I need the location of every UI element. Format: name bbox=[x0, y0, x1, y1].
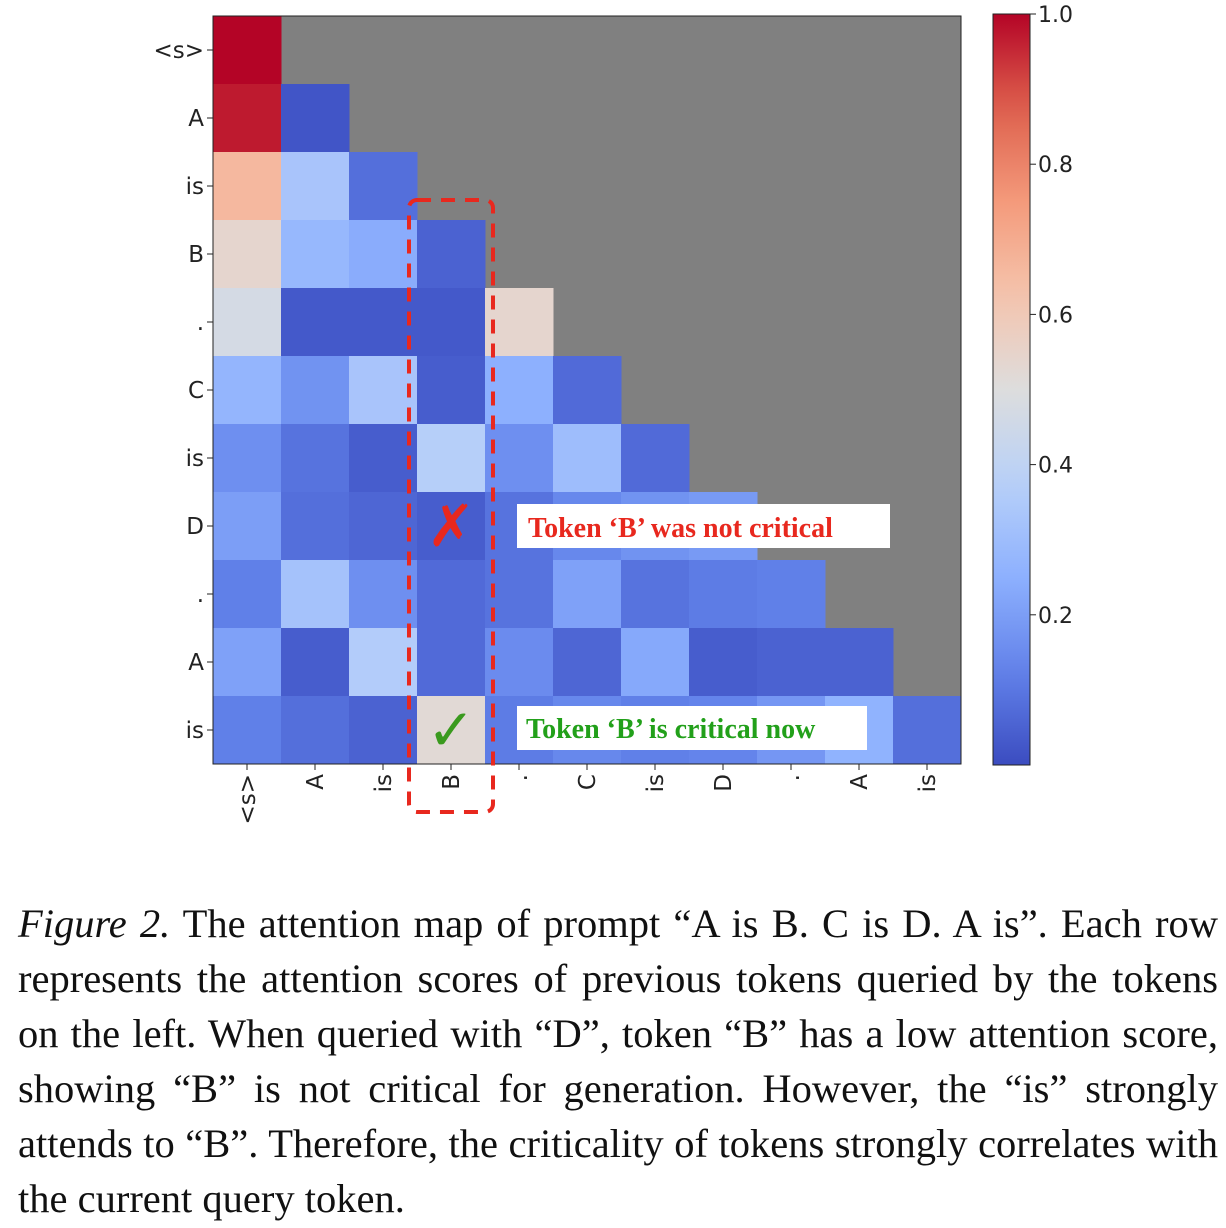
heatmap-cell-r6-c2 bbox=[349, 424, 418, 493]
x-tick-label: is bbox=[371, 774, 397, 792]
y-tick-label: . bbox=[197, 582, 204, 608]
heatmap-cell-r3-c2 bbox=[349, 220, 418, 289]
heatmap-cell-r9-c3 bbox=[417, 628, 486, 697]
caption-label: Figure 2. bbox=[18, 901, 171, 946]
critical-label: Token ‘B’ is critical now bbox=[526, 714, 816, 745]
heatmap-cell-r3-c3 bbox=[417, 220, 486, 289]
x-tick-label: is bbox=[643, 774, 669, 792]
critical-label-box bbox=[517, 706, 867, 750]
heatmap-cell-r5-c2 bbox=[349, 356, 418, 425]
y-tick-label: A bbox=[188, 106, 204, 132]
y-tick-label: C bbox=[188, 378, 204, 404]
y-tick-label: is bbox=[186, 174, 204, 200]
caption-text: The attention map of prompt “A is B. C i… bbox=[18, 901, 1218, 1221]
heatmap-cell-r7-c1 bbox=[281, 492, 350, 561]
heatmap-cell-r9-c4 bbox=[485, 628, 554, 697]
y-tick-label: . bbox=[197, 310, 204, 336]
colorbar-tick-label: 0.6 bbox=[1038, 303, 1073, 328]
heatmap-cell-r9-c8 bbox=[757, 628, 826, 697]
heatmap-cell-r8-c2 bbox=[349, 560, 418, 629]
heatmap-cell-r8-c8 bbox=[757, 560, 826, 629]
x-tick-label: . bbox=[779, 774, 805, 781]
heatmap-cell-r9-c5 bbox=[553, 628, 622, 697]
heatmap-cell-r9-c7 bbox=[689, 628, 758, 697]
colorbar-tick-label: 1.0 bbox=[1038, 3, 1073, 28]
colorbar-tick-label: 0.4 bbox=[1038, 454, 1073, 479]
heatmap-cell-r10-c1 bbox=[281, 696, 350, 765]
heatmap-cell-r7-c3 bbox=[417, 492, 486, 561]
heatmap-cell-r5-c3 bbox=[417, 356, 486, 425]
heatmap-cell-r5-c5 bbox=[553, 356, 622, 425]
heatmap-cell-r5-c4 bbox=[485, 356, 554, 425]
y-tick-label: is bbox=[186, 446, 204, 472]
colorbar-tick-label: 0.2 bbox=[1038, 604, 1073, 629]
y-tick-label: A bbox=[188, 650, 204, 676]
y-tick-label: is bbox=[186, 718, 204, 744]
y-tick-label: B bbox=[188, 242, 204, 268]
heatmap-cell-r8-c7 bbox=[689, 560, 758, 629]
heatmap-cell-r1-c0 bbox=[213, 84, 282, 153]
heatmap-cell-r6-c5 bbox=[553, 424, 622, 493]
colorbar-tick-label: 0.8 bbox=[1038, 153, 1073, 178]
heatmap-cell-r10-c0 bbox=[213, 696, 282, 765]
heatmap-cell-r10-c10 bbox=[893, 696, 962, 765]
x-tick-label: . bbox=[507, 774, 533, 781]
not-critical-label: Token ‘B’ was not critical bbox=[528, 513, 833, 544]
heatmap-cell-r9-c2 bbox=[349, 628, 418, 697]
heatmap-cell-r6-c6 bbox=[621, 424, 690, 493]
highlight-column-box bbox=[407, 198, 495, 814]
heatmap-cell-r4-c3 bbox=[417, 288, 486, 357]
colorbar bbox=[992, 13, 1031, 766]
heatmap-cell-r2-c2 bbox=[349, 152, 418, 221]
heatmap-cell-r10-c2 bbox=[349, 696, 418, 765]
y-tick-label: D bbox=[186, 514, 204, 540]
x-tick-label: A bbox=[303, 774, 329, 790]
x-tick-label: <s> bbox=[235, 774, 261, 825]
heatmap-cell-r9-c9 bbox=[825, 628, 894, 697]
x-tick-label: C bbox=[575, 774, 601, 790]
heatmap-cell-r8-c6 bbox=[621, 560, 690, 629]
heatmap-cell-r8-c4 bbox=[485, 560, 554, 629]
figure-caption: Figure 2. The attention map of prompt “A… bbox=[18, 896, 1218, 1226]
heatmap-cell-r4-c4 bbox=[485, 288, 554, 357]
check-icon: ✓ bbox=[427, 696, 476, 764]
heatmap-cell-r8-c5 bbox=[553, 560, 622, 629]
y-tick-label: <s> bbox=[153, 38, 204, 64]
not-critical-label-box bbox=[517, 504, 890, 548]
heatmap-cell-r4-c0 bbox=[213, 288, 282, 357]
x-tick-label: is bbox=[915, 774, 941, 792]
heatmap-cell-r2-c1 bbox=[281, 152, 350, 221]
heatmap-cell-r9-c1 bbox=[281, 628, 350, 697]
heatmap-cell-r5-c1 bbox=[281, 356, 350, 425]
heatmap-cell-r6-c0 bbox=[213, 424, 282, 493]
heatmap-cell-r5-c0 bbox=[213, 356, 282, 425]
heatmap-cell-r6-c4 bbox=[485, 424, 554, 493]
heatmap-cell-r8-c3 bbox=[417, 560, 486, 629]
heatmap-cell-r1-c1 bbox=[281, 84, 350, 153]
x-tick-label: B bbox=[439, 774, 465, 790]
x-tick-label: A bbox=[847, 774, 873, 790]
heatmap-cell-r4-c1 bbox=[281, 288, 350, 357]
x-tick-label: D bbox=[711, 774, 737, 792]
heatmap-cell-r3-c1 bbox=[281, 220, 350, 289]
heatmap-cell-r2-c0 bbox=[213, 152, 282, 221]
heatmap-cell-r7-c2 bbox=[349, 492, 418, 561]
heatmap-cell-r4-c2 bbox=[349, 288, 418, 357]
heatmap-cell-r9-c6 bbox=[621, 628, 690, 697]
heatmap-cell-r0-c0 bbox=[213, 16, 282, 85]
heatmap-cell-r6-c1 bbox=[281, 424, 350, 493]
heatmap-cell-r8-c1 bbox=[281, 560, 350, 629]
heatmap-cell-r6-c3 bbox=[417, 424, 486, 493]
heatmap-cell-r7-c0 bbox=[213, 492, 282, 561]
cross-icon: ✗ bbox=[427, 492, 476, 560]
heatmap-cell-r10-c3 bbox=[417, 696, 486, 765]
heatmap-cell-r3-c0 bbox=[213, 220, 282, 289]
heatmap-cell-r9-c0 bbox=[213, 628, 282, 697]
heatmap-cell-r8-c0 bbox=[213, 560, 282, 629]
